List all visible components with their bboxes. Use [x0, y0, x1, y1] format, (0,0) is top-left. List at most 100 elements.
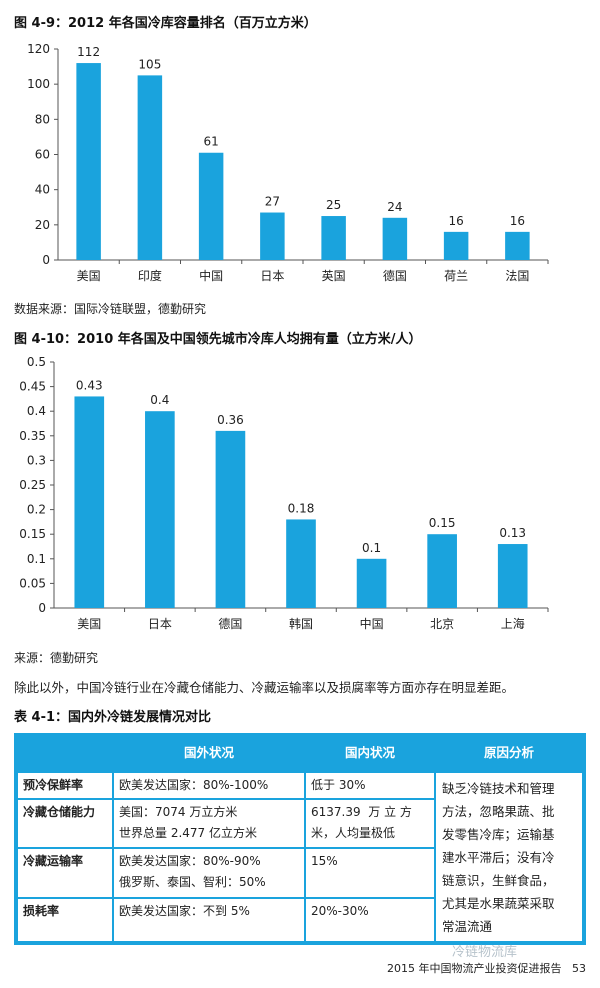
bar-value-label: 0.43: [76, 378, 103, 392]
x-category-label: 美国: [77, 617, 101, 631]
table-title: 表 4-1：国内外冷链发展情况对比: [14, 710, 212, 725]
header-foreign: 国外状况: [183, 745, 234, 760]
cell-line: 欧美发达国家：80%-90%: [119, 854, 261, 868]
bar-value-label: 61: [203, 135, 218, 149]
y-tick-label: 0.2: [27, 503, 46, 517]
cell-foreign-precooling: 欧美发达国家：80%-100%: [114, 773, 304, 798]
bar-value-label: 105: [138, 57, 161, 71]
bar-value-label: 24: [387, 200, 402, 214]
bar: [215, 430, 246, 608]
x-category-label: 法国: [505, 269, 529, 283]
bar: [427, 534, 457, 608]
figure1-source: 数据来源：国际冷链联盟，德勤研究: [14, 302, 207, 316]
bar: [356, 558, 387, 608]
bar: [198, 152, 224, 260]
cell-domestic-storage: 6137.39 万 立 方 米，人均量极低: [306, 800, 434, 847]
cell-domestic-transport: 15%: [306, 849, 434, 897]
bar: [286, 519, 316, 608]
bar: [137, 75, 163, 260]
bar-value-label: 0.13: [499, 526, 526, 540]
cell-line: 欧美发达国家：不到 5%: [119, 904, 250, 918]
x-category-label: 日本: [260, 269, 284, 283]
bar: [382, 217, 408, 260]
x-category-label: 上海: [501, 616, 525, 631]
x-category-label: 中国: [360, 616, 384, 631]
x-category-label: 印度: [138, 268, 162, 283]
bar-value-label: 0.1: [362, 541, 381, 555]
y-tick-label: 0: [42, 253, 50, 267]
header-domestic: 国内状况: [344, 745, 395, 760]
analysis-line: 建水平滞后；没有冷: [442, 850, 555, 865]
analysis-line: 缺乏冷链技术和管理: [442, 781, 555, 796]
row-label-storage: 冷藏仓储能力: [18, 800, 112, 847]
y-tick-label: 0.3: [27, 453, 46, 467]
y-tick-label: 0.05: [19, 576, 46, 590]
watermark: 冷链物流库: [452, 945, 518, 960]
cell-analysis: 缺乏冷链技术和管理 方法，忽略果蔬、批 发零售冷库；运输基 建水平滞后；没有冷 …: [436, 773, 582, 941]
x-category-label: 韩国: [289, 616, 313, 631]
comparison-table: 国外状况 国内状况 原因分析 预冷保鲜率 欧美发达国家：80%-100% 低于 …: [14, 733, 586, 945]
bar-value-label: 0.15: [429, 516, 456, 530]
analysis-line: 链意识，生鲜食品，: [442, 873, 555, 888]
chart1-bar-chart: 0 20 40 60 80 100 120 112 美国 105 印度 61 中国 27 日本 25 英国 24 德…: [27, 42, 549, 283]
bar-value-label: 16: [510, 214, 525, 228]
cell-domestic-loss: 20%-30%: [306, 899, 434, 941]
row-label-precooling: 预冷保鲜率: [18, 773, 112, 798]
x-category-label: 德国: [218, 616, 242, 631]
row-label-transport: 冷藏运输率: [18, 849, 112, 897]
x-category-label: 英国: [322, 269, 346, 283]
row-label-loss: 损耗率: [18, 899, 112, 941]
bar-value-label: 25: [326, 198, 341, 212]
y-tick-label: 0.35: [19, 429, 46, 443]
header-analysis: 原因分析: [483, 745, 534, 760]
bar: [497, 544, 528, 608]
cell-foreign-storage: 美国：7074 万立方米 世界总量 2.477 亿立方米: [114, 800, 304, 847]
bar: [505, 231, 530, 260]
analysis-line: 方法，忽略果蔬、批: [442, 804, 555, 819]
bar: [260, 212, 285, 260]
cell-line: 俄罗斯、泰国、智利：50%: [119, 875, 266, 889]
bar-value-label: 0.36: [217, 413, 244, 427]
analysis-line: 发零售冷库；运输基: [442, 827, 555, 842]
analysis-line: 尤其是水果蔬菜采取: [442, 896, 555, 911]
cell-foreign-transport: 欧美发达国家：80%-90% 俄罗斯、泰国、智利：50%: [114, 849, 304, 897]
y-tick-label: 0.45: [19, 380, 46, 394]
cell-foreign-loss: 欧美发达国家：不到 5%: [114, 899, 304, 941]
figure2-source: 来源：德勤研究: [14, 651, 99, 665]
cell-line: 欧美发达国家：80%-100%: [119, 778, 269, 792]
y-tick-label: 120: [27, 42, 50, 56]
bar: [76, 63, 101, 260]
figure1-title: 图 4-9：2012 年各国冷库容量排名（百万立方米）: [14, 16, 317, 31]
y-tick-label: 0.5: [27, 355, 46, 369]
bar: [443, 231, 469, 260]
x-category-label: 北京: [430, 617, 454, 631]
y-tick-label: 0: [38, 601, 46, 615]
x-category-label: 日本: [148, 617, 172, 631]
chart2-bar-chart: 0 0.05 0.1 0.15 0.2 0.25 0.3 0.35 0.4 0.45 0.5 0.43…: [19, 355, 549, 631]
figure2-title: 图 4-10：2010 年各国及中国领先城市冷库人均拥有量（立方米/人）: [14, 332, 422, 347]
bar-value-label: 27: [265, 195, 280, 209]
x-category-label: 德国: [383, 268, 407, 283]
cell-line: 世界总量 2.477 亿立方米: [119, 826, 257, 840]
body-paragraph: 除此以外，中国冷链行业在冷藏仓储能力、冷藏运输率以及损腐率等方面亦存在明显差距。: [14, 680, 515, 695]
cell-line: 美国：7074 万立方米: [119, 805, 238, 819]
x-category-label: 中国: [199, 268, 223, 283]
bar-value-label: 16: [448, 214, 463, 228]
bar: [321, 216, 346, 260]
bar-value-label: 112: [77, 45, 100, 59]
y-tick-label: 80: [35, 112, 50, 126]
y-tick-label: 0.4: [27, 404, 46, 418]
y-tick-label: 60: [35, 148, 50, 162]
bar-value-label: 0.18: [288, 501, 315, 515]
cell-line: 6137.39 万 立 方: [311, 805, 412, 819]
bar: [145, 411, 175, 608]
y-tick-label: 0.15: [19, 527, 46, 541]
cell-line: 低于 30%: [311, 778, 366, 792]
x-category-label: 荷兰: [444, 269, 468, 283]
cell-line: 米，人均量极低: [311, 826, 396, 840]
y-tick-label: 40: [35, 183, 50, 197]
cell-domestic-precooling: 低于 30%: [306, 773, 434, 798]
bar-value-label: 0.4: [150, 393, 169, 407]
y-tick-label: 0.25: [19, 478, 46, 492]
y-tick-label: 20: [35, 218, 50, 232]
